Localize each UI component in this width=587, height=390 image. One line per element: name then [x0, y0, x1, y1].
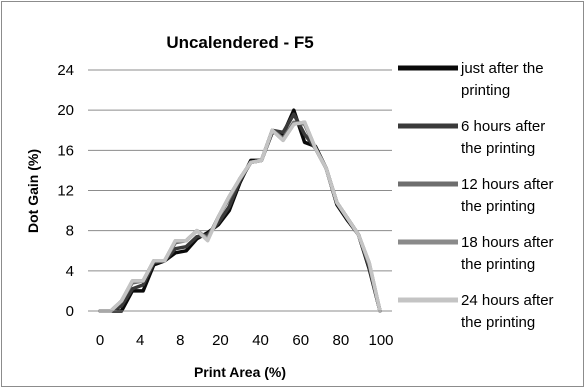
legend-label: 6 hours after the printing	[461, 118, 545, 157]
x-tick-label: 80	[333, 332, 350, 349]
x-tick-label: 0	[96, 332, 104, 349]
gridlines	[88, 69, 392, 272]
y-tick-label: 4	[66, 263, 74, 280]
x-tick-label: 60	[292, 332, 309, 349]
y-tick-label: 0	[66, 303, 74, 320]
x-axis-label: Print Area (%)	[194, 364, 286, 380]
x-tick-label: 40	[252, 332, 269, 349]
y-tick-labels: 0 4 8 12 16 20 24	[57, 62, 74, 320]
x-tick-label: 8	[176, 332, 184, 349]
legend: just after the printing 6 hours after the p…	[398, 60, 554, 331]
legend-label: 18 hours after the printing	[461, 234, 554, 273]
y-tick-label: 20	[57, 102, 74, 119]
chart-title: Uncalendered - F5	[166, 33, 313, 52]
y-tick-label: 24	[57, 62, 74, 79]
series-lines	[98, 108, 382, 313]
y-tick-label: 16	[57, 142, 74, 159]
x-tick-labels: 0 4 8 20 40 60 80 100	[96, 332, 394, 349]
y-tick-label: 8	[66, 223, 74, 240]
legend-label: 12 hours after the printing	[461, 176, 554, 215]
x-tick-label: 4	[136, 332, 144, 349]
series-line-5	[98, 120, 382, 313]
x-tick-label: 20	[212, 332, 229, 349]
legend-label: 24 hours after the printing	[461, 292, 554, 331]
x-tick-label: 100	[368, 332, 393, 349]
y-axis-label: Dot Gain (%)	[25, 149, 41, 233]
y-tick-label: 12	[57, 183, 74, 200]
legend-label: just after the printing	[460, 60, 544, 99]
